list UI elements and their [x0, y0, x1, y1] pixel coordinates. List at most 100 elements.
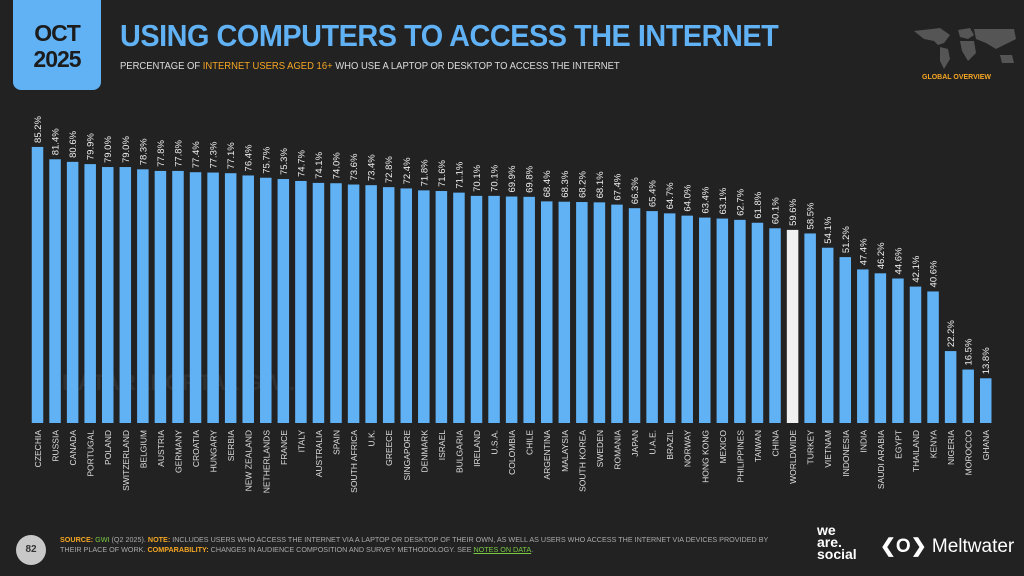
value-label: 63.4% — [700, 186, 711, 213]
value-label: 67.4% — [612, 173, 623, 200]
category-label: SERBIA — [226, 430, 236, 462]
value-label: 74.0% — [332, 152, 343, 179]
bar-france — [277, 179, 290, 423]
category-label: CANADA — [68, 430, 78, 466]
category-label: SAUDI ARABIA — [876, 430, 886, 489]
category-label: POLAND — [103, 430, 113, 465]
value-label: 74.1% — [314, 151, 325, 178]
subtitle-highlight: INTERNET USERS AGED 16+ — [202, 60, 333, 72]
category-label: U.S.A. — [490, 430, 500, 455]
category-label: WORLDWIDE — [788, 430, 798, 484]
value-label: 68.4% — [542, 170, 553, 197]
bar-brazil — [663, 213, 676, 423]
value-label: 58.5% — [806, 202, 817, 229]
category-label: HONG KONG — [700, 430, 710, 483]
bar-switzerland — [119, 167, 132, 423]
value-label: 54.1% — [823, 216, 834, 243]
meltwater-icon: ❮O❯ — [880, 536, 927, 557]
category-label: MEXICO — [718, 430, 728, 464]
date-badge: OCT 2025 — [13, 0, 101, 90]
value-label: 77.1% — [226, 142, 237, 169]
note-label: NOTE: — [147, 535, 171, 544]
bar-thailand — [909, 286, 922, 423]
value-label: 75.7% — [261, 146, 272, 173]
bar-norway — [681, 215, 693, 423]
value-label: 72.4% — [402, 157, 413, 184]
category-label: TURKEY — [806, 430, 816, 465]
category-label: NETHERLANDS — [261, 430, 271, 494]
value-label: 85.2% — [33, 115, 44, 142]
notes-on-data-link[interactable]: NOTES ON DATA — [473, 545, 532, 554]
category-label: AUSTRALIA — [314, 430, 324, 478]
category-label: CHINA — [771, 430, 781, 457]
bar-morocco — [962, 369, 974, 423]
value-label: 77.4% — [191, 141, 202, 168]
bar-taiwan — [751, 222, 764, 423]
category-label: THAILAND — [911, 430, 921, 472]
bar-argentina — [540, 201, 553, 423]
value-label: 65.4% — [648, 180, 659, 207]
bar-australia — [312, 182, 325, 423]
value-label: 63.1% — [718, 187, 729, 214]
category-label: TAIWAN — [753, 430, 763, 462]
value-label: 68.3% — [560, 170, 571, 197]
category-label: GERMANY — [173, 430, 183, 473]
bar-czechia — [31, 146, 44, 423]
value-label: 51.2% — [841, 226, 852, 253]
value-label: 68.1% — [595, 171, 606, 198]
bar-poland — [101, 167, 114, 423]
category-label: INDIA — [858, 430, 868, 453]
category-label: PHILIPPINES — [735, 430, 745, 483]
bar-kenya — [927, 291, 939, 423]
bar-israel — [435, 191, 448, 423]
value-label: 80.6% — [68, 130, 79, 157]
bar-china — [769, 228, 781, 423]
category-label: SOUTH AFRICA — [349, 430, 359, 493]
value-label: 22.2% — [946, 320, 957, 347]
value-label: 64.0% — [683, 184, 694, 211]
bar-bulgaria — [453, 192, 465, 423]
value-label: 16.5% — [964, 338, 975, 365]
value-label: 68.2% — [577, 171, 588, 198]
bar-u-a-e- — [646, 211, 658, 423]
page-title: USING COMPUTERS TO ACCESS THE INTERNET — [120, 18, 779, 53]
category-label: SINGAPORE — [402, 430, 412, 481]
meltwater-logo: ❮O❯ Meltwater — [880, 535, 1014, 558]
bar-egypt — [892, 278, 904, 423]
category-label: ROMANIA — [612, 430, 622, 470]
bar-italy — [295, 180, 307, 423]
we-are-social-logo: we are. social — [817, 522, 857, 562]
bar-saudi-arabia — [874, 273, 887, 423]
category-label: KENYA — [929, 430, 939, 459]
bar-singapore — [400, 188, 413, 423]
category-label: FRANCE — [279, 430, 289, 465]
category-label: GHANA — [981, 430, 991, 461]
comparability-text: CHANGES IN AUDIENCE COMPOSITION AND SURV… — [208, 545, 474, 554]
category-label: IRELAND — [472, 430, 482, 467]
bar-croatia — [189, 172, 202, 423]
subtitle-pre: PERCENTAGE OF — [120, 60, 203, 72]
value-label: 62.7% — [735, 188, 746, 215]
bar-portugal — [84, 164, 96, 423]
category-label: CROATIA — [191, 430, 201, 467]
bar-u-k- — [365, 185, 377, 423]
value-label: 69.9% — [507, 165, 518, 192]
bar-hungary — [207, 172, 219, 423]
value-label: 76.4% — [244, 144, 255, 171]
value-label: 77.8% — [173, 139, 184, 166]
bar-u-s-a- — [488, 195, 500, 423]
date-month: OCT — [34, 20, 81, 46]
value-label: 73.6% — [349, 153, 360, 180]
bar-netherlands — [260, 177, 272, 423]
category-label: ARGENTINA — [542, 430, 552, 480]
category-label: SWITZERLAND — [121, 430, 131, 491]
bar-south-korea — [576, 202, 588, 423]
footer-notes: SOURCE: GWI (Q2 2025). NOTE: INCLUDES US… — [60, 535, 790, 555]
bar-colombia — [505, 196, 518, 423]
bar-south-africa — [347, 184, 360, 423]
category-label: JAPAN — [630, 430, 640, 457]
value-label: 71.6% — [437, 160, 448, 187]
value-label: 79.0% — [121, 136, 132, 163]
